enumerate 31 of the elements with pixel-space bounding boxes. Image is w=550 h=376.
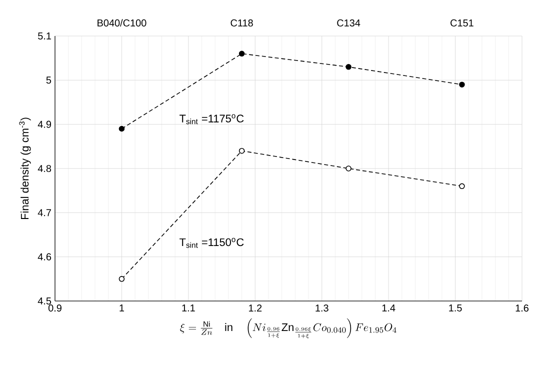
y-tick-label: 4.7	[38, 209, 51, 216]
text: C151	[450, 19, 474, 26]
x-tick-label: 1.5	[449, 304, 462, 312]
point	[459, 82, 465, 88]
annotation: T$_{sint}$ =1150$^{o}$C	[180, 238, 244, 248]
y-tick-label: 5.1	[38, 32, 51, 40]
point	[238, 50, 245, 57]
text: C118	[230, 19, 253, 26]
point	[238, 148, 245, 154]
x-tick-label: 1	[120, 304, 124, 312]
x-tick-label: 0.9	[48, 304, 62, 312]
y-tick-label: 4.5	[38, 298, 52, 304]
point	[118, 126, 125, 132]
y-tick-label: 4.9	[38, 120, 52, 128]
x-tick-label: 1.6	[516, 304, 528, 312]
y-tick-label: 4.8	[38, 164, 52, 172]
y-tick-label: 4.6	[38, 253, 52, 260]
point	[459, 183, 465, 190]
y-tick-label: 5	[46, 76, 52, 84]
text: C134	[337, 19, 360, 26]
x-tick-label: 1.2	[248, 304, 262, 312]
x-tick-label: 1.3	[316, 304, 328, 312]
annotation: T$_{sint}$ =1175$^{o}$C	[180, 114, 244, 124]
text: B040/C100	[98, 19, 146, 26]
y-axis-title: Final density (g cm$^{-3}$)	[19, 118, 31, 220]
point	[346, 64, 352, 70]
x-tick-label: 1.4	[382, 304, 396, 312]
x-tick-label: 1.1	[182, 304, 195, 312]
point	[118, 276, 125, 282]
x-axis-title: $\xi=\frac{\mathrm{Ni}}{Zn}\quad\mathrm{in}\quad\left(Ni_{\frac{0.96}{1+\xi}}\mathrm{Zn}_{\frac{0.96\xi}{1+\xi}}Co_{0.040}\right)Fe_{1.95}O_4$	[180, 318, 396, 338]
point	[346, 166, 352, 172]
